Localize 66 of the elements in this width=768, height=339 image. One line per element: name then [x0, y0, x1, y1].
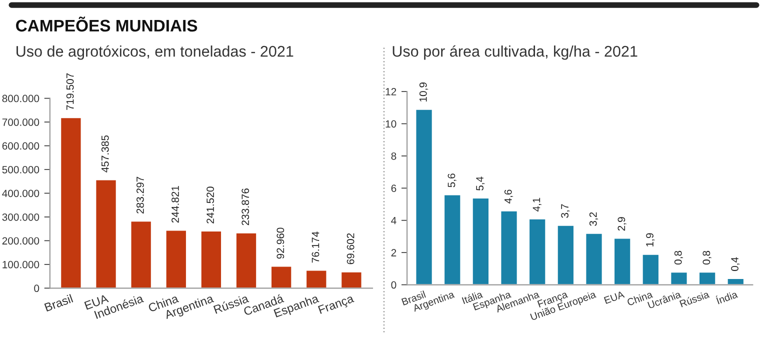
bar	[340, 270, 363, 288]
x-tick-label: Brasil	[44, 294, 74, 312]
bar	[584, 232, 604, 285]
y-tick-label: 600.000	[2, 142, 40, 150]
data-label: 3,7	[561, 204, 570, 218]
data-label: 283.297	[136, 176, 144, 214]
data-label: 0,4	[731, 257, 740, 271]
x-tick-label: Rússia	[679, 290, 710, 308]
data-label: 4,1	[532, 198, 542, 212]
data-label: 0,8	[702, 250, 712, 265]
y-tick-label: 300.000	[2, 213, 40, 221]
chart-subtitle: Uso de agrotóxicos, em toneladas - 2021	[16, 45, 294, 60]
data-label: 3,2	[589, 212, 598, 226]
bar	[164, 229, 188, 288]
bar	[200, 230, 222, 288]
data-label: 2,9	[618, 217, 626, 231]
bar	[500, 210, 518, 285]
data-label: 92.960	[276, 228, 284, 259]
bar	[414, 108, 434, 285]
bar	[613, 237, 632, 285]
bar	[235, 232, 258, 288]
bar	[528, 218, 547, 285]
x-tick-label: EUA	[604, 290, 625, 304]
y-tick-label: 400.000	[2, 190, 40, 198]
bar	[641, 253, 660, 285]
data-label: 1,9	[646, 233, 655, 246]
data-label: 233.876	[242, 188, 250, 226]
y-tick-label: 8	[391, 152, 396, 160]
y-tick-label: 10	[386, 120, 396, 128]
bar	[443, 194, 462, 285]
bar	[94, 178, 118, 288]
bar	[726, 278, 745, 285]
y-tick-label: 2	[391, 249, 396, 256]
data-label: 4,6	[504, 190, 514, 204]
y-tick-label: 12	[386, 88, 396, 96]
bar	[472, 197, 490, 285]
data-label: 719.507	[66, 73, 74, 110]
data-label: 76.174	[312, 232, 320, 263]
y-tick-label: 700.000	[2, 118, 40, 126]
chart-title: Uso por área cultivada, kg/ha - 2021	[392, 45, 638, 60]
x-tick-label: França	[318, 294, 356, 316]
data-label: 69.602	[346, 233, 354, 264]
y-tick-label: 6	[391, 184, 396, 192]
bar	[556, 224, 575, 285]
y-tick-label: 0	[391, 281, 396, 289]
data-label: 5,4	[476, 176, 485, 190]
chart-title: CAMPEÕES MUNDIAIS	[16, 16, 198, 32]
y-tick-label: 800.000	[2, 94, 40, 102]
bar	[670, 271, 688, 285]
bar	[130, 220, 152, 288]
data-label: 244.821	[172, 186, 179, 223]
bar	[270, 265, 293, 288]
y-tick-label: 4	[391, 216, 396, 224]
bar	[60, 116, 82, 288]
y-tick-label: 100.000	[2, 260, 40, 268]
bar	[698, 271, 717, 285]
y-tick-label: 0	[34, 284, 40, 292]
y-tick-label: 200.000	[2, 237, 40, 245]
data-label: 5,6	[448, 174, 456, 188]
y-tick-label: 500.000	[2, 166, 40, 174]
data-label: 241.520	[206, 186, 214, 224]
bar	[305, 269, 328, 288]
data-label: 0,8	[674, 250, 684, 265]
data-label: 457.385	[101, 135, 109, 172]
x-tick-label: Índia	[715, 288, 738, 304]
data-label: 10,9	[419, 82, 428, 102]
